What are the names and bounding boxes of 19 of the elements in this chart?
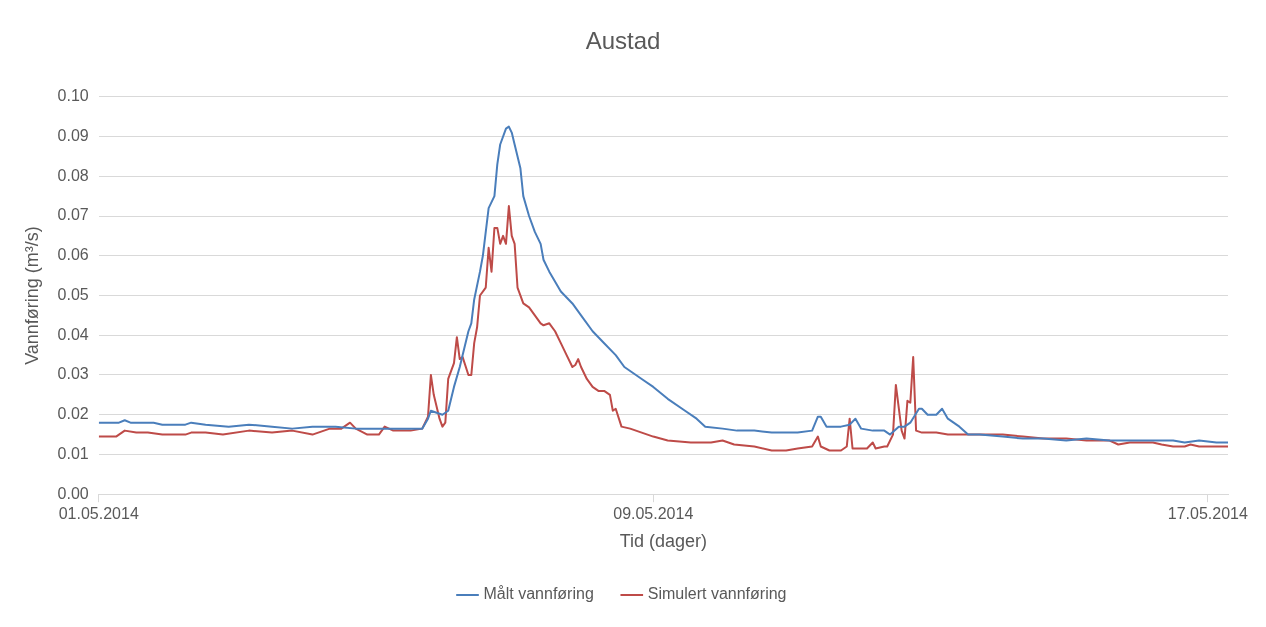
y-tick-label: 0.03 (57, 365, 89, 383)
chart-title: Austad (585, 27, 661, 55)
legend-label: Simulert vannføring (647, 585, 787, 603)
y-tick-label: 0.01 (57, 444, 89, 462)
y-tick-label: 0.05 (57, 285, 89, 303)
legend-label: Målt vannføring (483, 585, 594, 603)
x-tick-label: 01.05.2014 (58, 505, 139, 523)
y-tick-label: 0.06 (57, 246, 89, 264)
x-tick-label: 09.05.2014 (613, 505, 694, 523)
y-tick-label: 0.04 (57, 325, 89, 343)
y-tick-label: 0.00 (57, 484, 89, 502)
y-tick-label: 0.09 (57, 126, 89, 144)
y-tick-label: 0.07 (57, 206, 89, 224)
x-axis-title: Tid (dager) (619, 531, 708, 552)
y-tick-label: 0.10 (57, 87, 89, 105)
y-axis-title: Vannføring (m³/s) (21, 226, 42, 365)
y-tick-label: 0.02 (57, 405, 89, 423)
x-tick-label: 17.05.2014 (1167, 505, 1248, 523)
y-tick-label: 0.08 (57, 166, 89, 184)
